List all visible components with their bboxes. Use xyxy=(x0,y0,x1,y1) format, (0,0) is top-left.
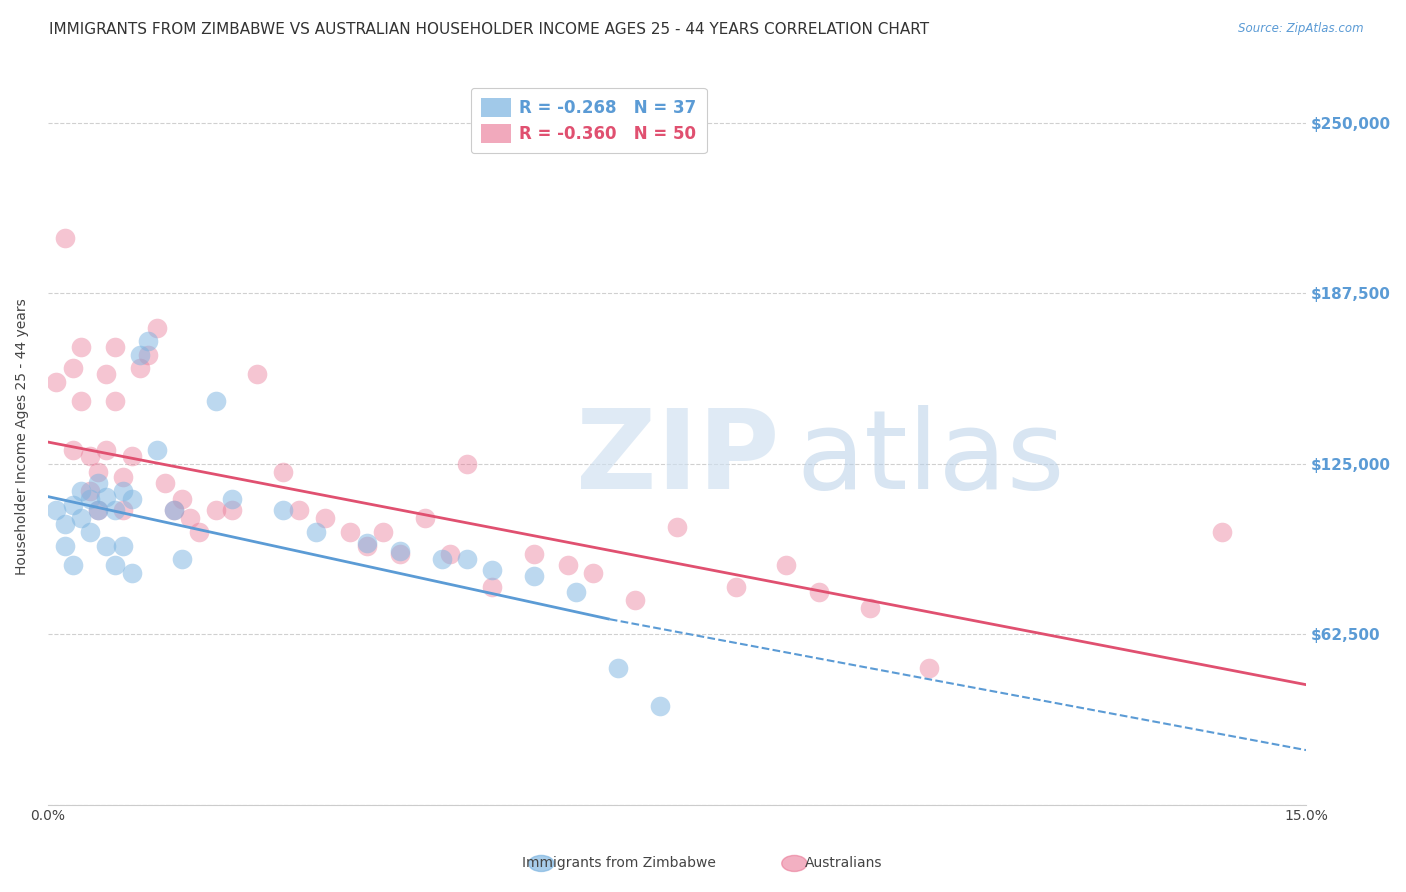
Point xyxy=(62,361,84,376)
Point xyxy=(45,375,67,389)
Point xyxy=(79,524,101,539)
Point xyxy=(96,443,118,458)
Point xyxy=(87,503,110,517)
Y-axis label: Householder Income Ages 25 - 44 years: Householder Income Ages 25 - 44 years xyxy=(15,298,30,575)
Point xyxy=(104,503,127,517)
Point xyxy=(204,503,226,517)
Point xyxy=(112,539,135,553)
Point xyxy=(305,524,328,539)
Point xyxy=(288,503,311,517)
Text: IMMIGRANTS FROM ZIMBABWE VS AUSTRALIAN HOUSEHOLDER INCOME AGES 25 - 44 YEARS COR: IMMIGRANTS FROM ZIMBABWE VS AUSTRALIAN H… xyxy=(49,22,929,37)
Point xyxy=(121,566,143,580)
Point xyxy=(170,492,193,507)
Point xyxy=(138,334,160,348)
Point xyxy=(62,443,84,458)
Point xyxy=(456,552,478,566)
Point xyxy=(87,503,110,517)
Point xyxy=(389,547,412,561)
Point xyxy=(138,348,160,362)
Point xyxy=(271,503,294,517)
Point xyxy=(724,580,747,594)
Point xyxy=(104,340,127,354)
Point xyxy=(557,558,579,572)
Text: atlas: atlas xyxy=(796,405,1064,512)
Point xyxy=(104,394,127,409)
Point xyxy=(481,563,503,577)
Legend: R = -0.268   N = 37, R = -0.360   N = 50: R = -0.268 N = 37, R = -0.360 N = 50 xyxy=(471,88,707,153)
Point xyxy=(79,484,101,499)
Text: Immigrants from Zimbabwe: Immigrants from Zimbabwe xyxy=(522,856,716,871)
Point xyxy=(96,490,118,504)
Point xyxy=(170,552,193,566)
Point xyxy=(356,536,378,550)
Point xyxy=(179,511,201,525)
Text: Source: ZipAtlas.com: Source: ZipAtlas.com xyxy=(1239,22,1364,36)
Point xyxy=(665,519,688,533)
Point xyxy=(146,443,169,458)
Point xyxy=(430,552,453,566)
Point xyxy=(162,503,184,517)
Point xyxy=(339,524,361,539)
Point xyxy=(607,661,630,675)
Point xyxy=(70,484,93,499)
Point xyxy=(1211,524,1233,539)
Point xyxy=(45,503,67,517)
Point xyxy=(70,340,93,354)
Point xyxy=(62,498,84,512)
Point xyxy=(439,547,461,561)
Point xyxy=(104,558,127,572)
Point xyxy=(121,492,143,507)
Point xyxy=(70,394,93,409)
Point xyxy=(129,348,152,362)
Point xyxy=(112,470,135,484)
Point xyxy=(87,465,110,479)
Text: Australians: Australians xyxy=(804,856,883,871)
Point xyxy=(271,465,294,479)
Point xyxy=(79,492,101,507)
Point xyxy=(221,492,243,507)
Point xyxy=(96,539,118,553)
Point xyxy=(481,580,503,594)
Point xyxy=(648,699,671,714)
Point xyxy=(565,585,588,599)
Point xyxy=(356,539,378,553)
Point xyxy=(162,503,184,517)
Point xyxy=(204,394,226,409)
Point xyxy=(917,661,939,675)
Point xyxy=(153,475,176,490)
Point xyxy=(221,503,243,517)
Point xyxy=(523,568,546,582)
Text: ZIP: ZIP xyxy=(576,405,779,512)
Point xyxy=(187,524,209,539)
Point xyxy=(582,566,605,580)
Point xyxy=(70,511,93,525)
Point xyxy=(53,516,76,531)
Point xyxy=(121,449,143,463)
Point xyxy=(112,484,135,499)
Point xyxy=(523,547,546,561)
Point xyxy=(129,361,152,376)
Point xyxy=(775,558,797,572)
Point xyxy=(413,511,436,525)
Point xyxy=(456,457,478,471)
Point xyxy=(53,539,76,553)
Point xyxy=(112,503,135,517)
Point xyxy=(79,449,101,463)
Point xyxy=(624,593,647,607)
Point xyxy=(53,230,76,244)
Point xyxy=(96,367,118,381)
Point xyxy=(246,367,269,381)
Point xyxy=(146,320,169,334)
Point xyxy=(314,511,336,525)
Point xyxy=(373,524,395,539)
Point xyxy=(859,601,882,615)
Point xyxy=(62,558,84,572)
Point xyxy=(808,585,831,599)
Point xyxy=(87,475,110,490)
Point xyxy=(389,544,412,558)
